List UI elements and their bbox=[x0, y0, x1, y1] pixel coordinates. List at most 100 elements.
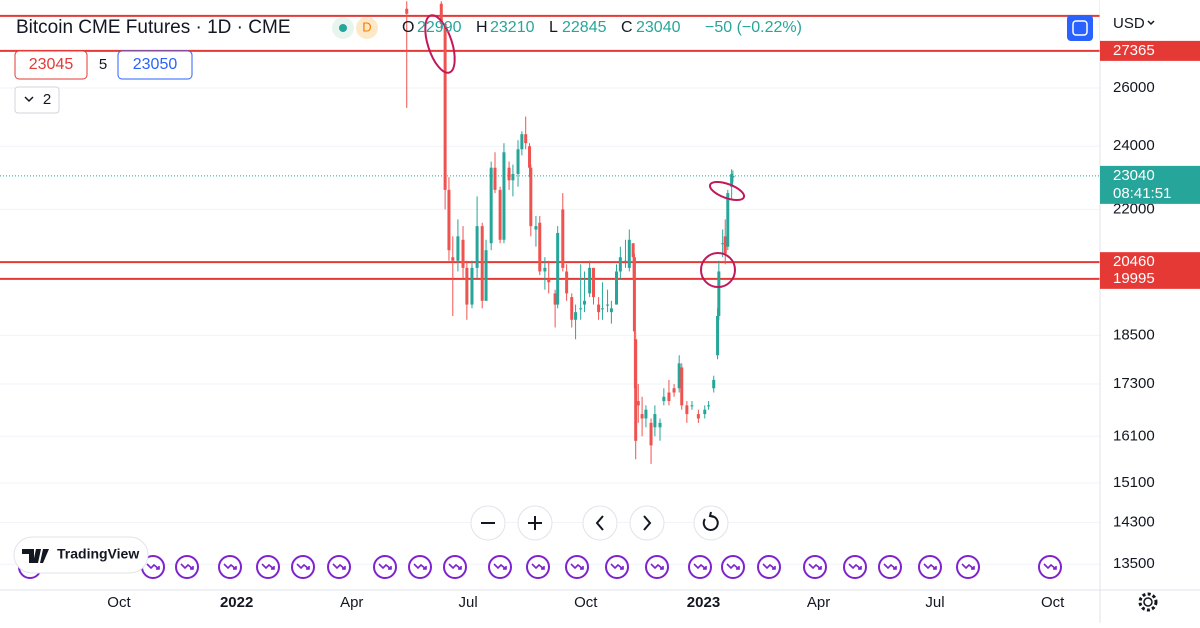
y-tick-label: 13500 bbox=[1113, 555, 1155, 572]
candle bbox=[636, 384, 640, 423]
candle bbox=[685, 401, 689, 423]
quantity: 5 bbox=[99, 56, 107, 73]
auto-scale-icon bbox=[1072, 20, 1088, 36]
event-icon[interactable] bbox=[757, 555, 781, 579]
candle-body bbox=[730, 173, 734, 187]
event-arrow bbox=[883, 563, 897, 570]
event-icon[interactable] bbox=[443, 555, 467, 579]
candle-body bbox=[623, 260, 627, 262]
candle-body bbox=[723, 236, 727, 254]
toggle-box bbox=[14, 86, 60, 114]
logo-text: TradingView bbox=[57, 546, 139, 562]
candle-body bbox=[591, 267, 595, 298]
candle bbox=[570, 293, 574, 328]
symbol-title: Bitcoin CME Futures · 1D · CME bbox=[16, 17, 291, 38]
candle-body bbox=[579, 308, 583, 310]
candle bbox=[447, 177, 451, 261]
x-tick-label: 2023 bbox=[687, 594, 720, 611]
event-arrow bbox=[261, 563, 275, 570]
nav-button[interactable] bbox=[693, 505, 729, 541]
annotation-ellipse bbox=[708, 180, 746, 202]
candle bbox=[662, 388, 666, 406]
candle-body bbox=[631, 243, 635, 258]
event-icon[interactable] bbox=[1038, 555, 1062, 579]
event-icon[interactable] bbox=[605, 555, 629, 579]
nav-button[interactable] bbox=[517, 505, 553, 541]
candle bbox=[465, 260, 469, 320]
candle bbox=[716, 308, 720, 360]
nav-button[interactable] bbox=[470, 505, 506, 541]
event-icon[interactable] bbox=[175, 555, 199, 579]
candle-body bbox=[461, 239, 465, 268]
event-icon[interactable] bbox=[488, 555, 512, 579]
indicators-toggle[interactable]: 2 bbox=[14, 86, 60, 114]
event-icon[interactable] bbox=[218, 555, 242, 579]
candle bbox=[456, 219, 460, 272]
candle-body bbox=[644, 409, 648, 419]
event-icon[interactable] bbox=[721, 555, 745, 579]
nav-circle bbox=[693, 505, 729, 541]
event-icon[interactable] bbox=[565, 555, 589, 579]
candle-body bbox=[547, 278, 551, 283]
ohlc-key: L bbox=[549, 19, 558, 36]
event-icon[interactable] bbox=[645, 555, 669, 579]
event-icon[interactable] bbox=[408, 555, 432, 579]
buy-button[interactable]: 23050 bbox=[117, 50, 193, 80]
candle-body bbox=[405, 8, 409, 14]
annotation-circle bbox=[700, 252, 736, 288]
event-arrow bbox=[610, 563, 624, 570]
candle bbox=[529, 164, 533, 237]
candle-body bbox=[690, 405, 694, 407]
market-status bbox=[339, 24, 347, 32]
candle bbox=[553, 289, 557, 328]
event-arrow bbox=[146, 563, 160, 570]
buy-price: 23050 bbox=[133, 56, 178, 73]
nav-button[interactable] bbox=[582, 505, 618, 541]
candle-body bbox=[511, 173, 515, 181]
nav-circle bbox=[629, 505, 665, 541]
candle bbox=[520, 131, 524, 156]
event-icon[interactable] bbox=[256, 555, 280, 579]
candle bbox=[502, 143, 506, 244]
candle-body bbox=[443, 23, 447, 190]
y-tick-label: 14300 bbox=[1113, 513, 1155, 530]
change: −50 (−0.22%) bbox=[705, 19, 802, 36]
currency-select[interactable]: USD bbox=[1113, 15, 1145, 32]
settings-button[interactable] bbox=[1138, 592, 1158, 612]
sell-button[interactable]: 23045 bbox=[14, 50, 88, 80]
event-icon[interactable] bbox=[878, 555, 902, 579]
event-icon[interactable] bbox=[843, 555, 867, 579]
candle bbox=[644, 405, 648, 428]
candle-body bbox=[570, 297, 574, 320]
candle bbox=[649, 418, 653, 464]
logo-bg bbox=[13, 536, 149, 574]
event-icon[interactable] bbox=[688, 555, 712, 579]
candle-body bbox=[627, 239, 631, 268]
event-arrow bbox=[726, 563, 740, 570]
candle-body bbox=[465, 267, 469, 305]
x-tick-label: Jul bbox=[459, 594, 478, 611]
event-icon[interactable] bbox=[291, 555, 315, 579]
candle bbox=[690, 401, 694, 410]
candle bbox=[723, 219, 727, 265]
sell-price: 23045 bbox=[29, 56, 74, 73]
candle bbox=[507, 161, 511, 190]
event-icon[interactable] bbox=[526, 555, 550, 579]
candle-body bbox=[707, 405, 711, 407]
auto-scale-button[interactable] bbox=[1067, 15, 1093, 41]
event-icon[interactable] bbox=[918, 555, 942, 579]
candle bbox=[721, 229, 725, 258]
candle-body bbox=[672, 388, 676, 393]
candle-body bbox=[658, 422, 662, 428]
event-icon[interactable] bbox=[956, 555, 980, 579]
event-icon[interactable] bbox=[327, 555, 351, 579]
event-icon[interactable] bbox=[803, 555, 827, 579]
nav-icon bbox=[528, 516, 542, 530]
logo: TradingView bbox=[13, 536, 149, 574]
nav-button[interactable] bbox=[629, 505, 665, 541]
sell-box bbox=[14, 50, 88, 80]
event-icon[interactable] bbox=[373, 555, 397, 579]
candle-body bbox=[716, 315, 720, 356]
auto-scale-bg bbox=[1067, 15, 1093, 41]
